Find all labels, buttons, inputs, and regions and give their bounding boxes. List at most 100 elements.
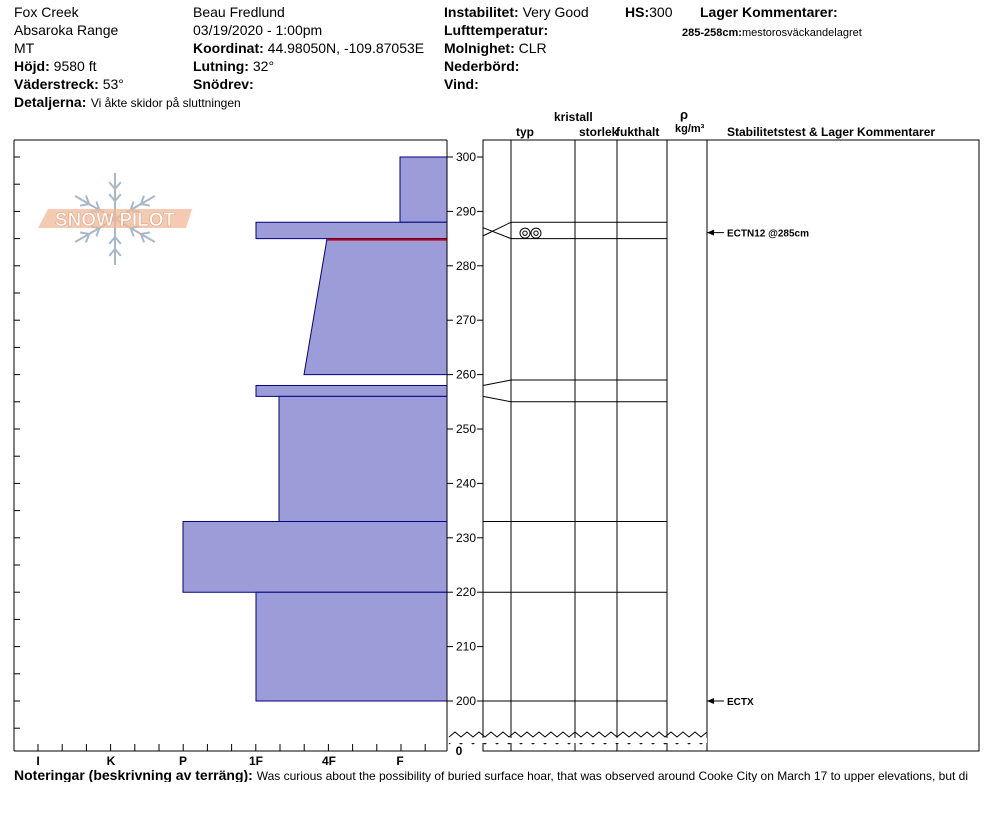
col-density-unit: kg/m³ — [675, 123, 705, 135]
stability-test-label: ECTN12 @285cm — [727, 229, 809, 240]
depth-label: 210 — [456, 640, 476, 654]
snowflake-branch — [108, 236, 116, 245]
notes: Noteringar (beskrivning av terräng): Was… — [14, 768, 994, 782]
col-size-header: storlek — [579, 125, 619, 139]
depth-label: 270 — [456, 313, 476, 327]
slope-angle: Lutning: 32° — [193, 59, 274, 73]
axis-break-line — [448, 731, 708, 738]
axis-break — [448, 731, 708, 745]
slope-label: Lutning: — [193, 58, 249, 74]
snowflake-branch — [79, 203, 90, 207]
melt-form-icon — [522, 230, 528, 236]
hardness-label: 1F — [249, 754, 263, 768]
details-value: Vi åkte skidor på sluttningen — [90, 96, 241, 110]
snowflake-branch — [108, 181, 116, 190]
slope-value: 32° — [252, 58, 275, 74]
observer: Beau Fredlund — [193, 4, 285, 20]
snowflake-branch — [114, 236, 122, 245]
layer-table-columns — [510, 140, 708, 751]
snowflake-branch — [95, 227, 101, 237]
layer-connector — [482, 221, 512, 237]
left-axis-ticks — [14, 156, 20, 729]
snowflake-branch — [79, 231, 90, 235]
details: Detaljerna: Vi åkte skidor på sluttninge… — [14, 95, 241, 111]
hardness-layer — [255, 221, 448, 240]
elevation-label: Höjd: — [14, 58, 50, 74]
snowflake-branch — [114, 193, 122, 202]
drift-label: Snödrev: — [193, 76, 254, 92]
snowflake-branch — [114, 181, 122, 190]
depth-label: 290 — [456, 204, 476, 218]
mountain-range: Absaroka Range — [14, 22, 119, 38]
layer-comments-title: Lager Kommentarer: — [700, 4, 838, 20]
logo-banner — [38, 209, 192, 228]
col-stability-header: Stabilitetstest & Lager Kommentarer — [727, 125, 936, 139]
depth-axis: 300 290 280 270 260 250 240 230 220 210 200 0 — [447, 150, 483, 758]
hardness-label: I — [36, 754, 39, 768]
aspect-value: 53° — [102, 76, 124, 92]
hardness-layer — [182, 520, 448, 593]
depth-label: 300 — [456, 150, 476, 164]
layer-comment-text: mestorosväckandelagret — [741, 27, 862, 39]
col-moisture-header: fukthalt — [616, 125, 660, 139]
snowflake-branch — [140, 231, 151, 235]
sky-label: Molnighet: — [444, 40, 515, 56]
depth-label: 280 — [456, 259, 476, 273]
hs-value: 300 — [649, 4, 673, 20]
hardness-label: 4F — [322, 754, 336, 768]
snow-height: HS:300 — [625, 5, 672, 19]
stability-tests: ECTN12 @285cm ECTX — [707, 229, 809, 708]
snowflake-branch — [95, 201, 101, 211]
logo-text: SNOW PILOT — [55, 210, 176, 231]
coordinates: Koordinat: 44.98050N, -109.87053E — [193, 41, 424, 55]
wind-label: Vind: — [444, 76, 479, 92]
snowflake-branch — [140, 195, 145, 205]
hardness-layer — [399, 156, 448, 223]
melt-form-icon — [533, 230, 539, 236]
hardness-label: P — [179, 754, 187, 768]
instability: Instabilitet: Very Good — [444, 5, 589, 19]
hardness-layer — [278, 395, 448, 522]
snowflake-branch — [85, 195, 90, 205]
melt-form-icon — [530, 227, 542, 239]
elevation: Höjd: 9580 ft — [14, 59, 96, 73]
hardness-label: F — [396, 754, 403, 768]
col-crystal-header: kristall — [554, 110, 593, 124]
instability-label: Instabilitet: — [444, 4, 519, 20]
airtemp-label: Lufttemperatur: — [444, 22, 549, 38]
snowpilot-logo: SNOW PILOT — [38, 173, 192, 265]
layer-connector — [482, 395, 512, 403]
notes-text: Was curious about the possibility of bur… — [256, 769, 969, 782]
state: MT — [14, 40, 35, 56]
snowflake-branch — [108, 193, 116, 202]
aspect-label: Väderstreck: — [14, 76, 99, 92]
depth-label: 0 — [456, 744, 463, 758]
precipitation: Nederbörd: — [444, 59, 519, 73]
wind: Vind: — [444, 77, 479, 91]
melt-form-icon — [519, 227, 531, 239]
location: Fox Creek — [14, 4, 79, 20]
test-arrowhead — [707, 698, 714, 704]
hardness-layer — [303, 238, 448, 376]
layer-table-frame — [482, 139, 980, 752]
snowflake-branch — [129, 201, 135, 211]
snowflake-branch — [140, 203, 151, 207]
sky-value: CLR — [518, 40, 547, 56]
snowflake-branch — [114, 248, 122, 257]
snowflake-branch — [140, 233, 145, 243]
layer-connector — [482, 227, 512, 240]
wind-loading: Snödrev: — [193, 77, 254, 91]
grain-symbols — [519, 227, 542, 239]
hardness-axis: I K P 1F 4F F — [36, 744, 426, 768]
layer-table-rows — [482, 221, 667, 702]
precip-label: Nederbörd: — [444, 58, 520, 74]
snowflake-branch — [85, 233, 90, 243]
layer-comment-range: 285-258cm: — [682, 27, 742, 39]
hardness-label: K — [107, 754, 116, 768]
elevation-value: 9580 ft — [53, 58, 97, 74]
hs-label: HS: — [625, 4, 650, 20]
hardness-layer — [255, 384, 448, 397]
details-label: Detaljerna: — [14, 94, 87, 110]
sky-cover: Molnighet: CLR — [444, 41, 547, 55]
